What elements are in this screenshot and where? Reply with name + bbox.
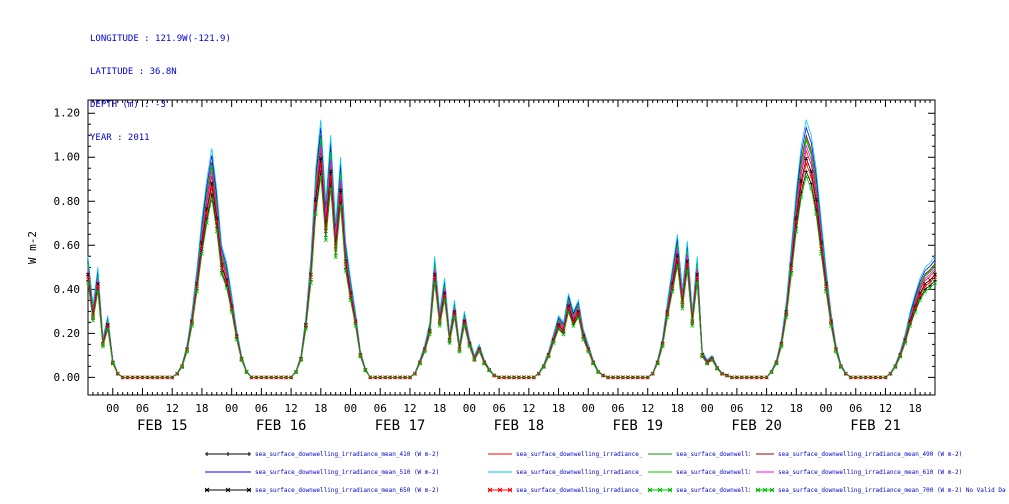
x-hour-tick-label: 06 — [255, 402, 268, 415]
x-hour-tick-label: 18 — [671, 402, 684, 415]
y-tick-label: 0.40 — [54, 283, 81, 296]
y-tick-label: 1.00 — [54, 151, 81, 164]
x-hour-tick-label: 12 — [522, 402, 535, 415]
legend-item-670: sea_surface_downwelling_irradiance_mean_… — [488, 484, 642, 496]
legend-line-sample-490 — [756, 453, 774, 455]
legend-label-550: sea_surface_downwelling_irradiance_mean_… — [516, 468, 642, 476]
legend-item-460: sea_surface_downwelling_irradiance_mean_… — [648, 448, 750, 460]
legend-item-700: sea_surface_downwelling_irradiance_mean_… — [756, 484, 1006, 496]
legend-item-490: sea_surface_downwelling_irradiance_mean_… — [756, 448, 1006, 460]
x-day-label: FEB 20 — [731, 418, 782, 434]
x-hour-tick-label: 12 — [879, 402, 892, 415]
legend-label-610: sea_surface_downwelling_irradiance_mean_… — [778, 468, 963, 476]
x-hour-tick-label: 00 — [225, 402, 238, 415]
x-hour-tick-label: 06 — [374, 402, 387, 415]
axis-ticks — [87, 100, 936, 395]
x-hour-tick-label: 06 — [492, 402, 505, 415]
legend-label-440: sea_surface_downwelling_irradiance_mean_… — [516, 450, 642, 458]
legend-line-sample-590 — [648, 471, 672, 473]
metadata-latitude: LATITUDE : 36.8N — [90, 67, 177, 77]
x-hour-tick-label: 12 — [166, 402, 179, 415]
legend-line-sample-440 — [488, 453, 512, 455]
series-markers-690 — [86, 174, 937, 375]
x-hour-tick-label: 00 — [463, 402, 476, 415]
y-tick-label: 1.20 — [54, 107, 81, 120]
x-hour-tick-label: 00 — [701, 402, 714, 415]
legend-label-690: sea_surface_downwelling_irradiance_mean_… — [676, 486, 750, 494]
y-tick-label: 0.20 — [54, 327, 81, 340]
x-day-label: FEB 15 — [137, 418, 188, 434]
metadata-header: LONGITUDE : 121.9W(-121.9) LATITUDE : 36… — [90, 12, 231, 166]
legend-line-sample-700 — [756, 487, 774, 493]
legend-label-490: sea_surface_downwelling_irradiance_mean_… — [778, 450, 963, 458]
legend-label-670: sea_surface_downwelling_irradiance_mean_… — [516, 486, 642, 494]
metadata-depth: DEPTH (m) : -3 — [90, 100, 166, 110]
legend-item-550: sea_surface_downwelling_irradiance_mean_… — [488, 466, 642, 478]
legend-line-sample-550 — [488, 471, 512, 473]
y-tick-label: 0.60 — [54, 239, 81, 252]
x-hour-tick-label: 18 — [909, 402, 922, 415]
legend-line-sample-410 — [205, 452, 251, 456]
legend-label-460: sea_surface_downwelling_irradiance_mean_… — [676, 450, 750, 458]
x-hour-tick-label: 18 — [552, 402, 565, 415]
x-hour-tick-label: 18 — [790, 402, 803, 415]
y-tick-label: 0.00 — [54, 371, 81, 384]
legend-label-410: sea_surface_downwelling_irradiance_mean_… — [255, 450, 440, 458]
legend-item-590: sea_surface_downwelling_irradiance_mean_… — [648, 466, 750, 478]
series-line-690 — [87, 175, 936, 378]
legend-line-sample-650 — [205, 487, 251, 493]
series-line-490 — [87, 133, 936, 378]
x-hour-tick-label: 12 — [403, 402, 416, 415]
series-markers-670 — [86, 161, 937, 380]
legend-item-690: sea_surface_downwelling_irradiance_mean_… — [648, 484, 750, 496]
legend-line-sample-610 — [756, 471, 774, 473]
x-hour-tick-label: 06 — [136, 402, 149, 415]
x-hour-tick-label: 18 — [195, 402, 208, 415]
x-day-label: FEB 21 — [850, 418, 901, 434]
x-day-label: FEB 19 — [613, 418, 664, 434]
legend-item-510: sea_surface_downwelling_irradiance_mean_… — [205, 466, 481, 478]
legend-item-410: sea_surface_downwelling_irradiance_mean_… — [205, 448, 481, 460]
legend-label-510: sea_surface_downwelling_irradiance_mean_… — [255, 468, 440, 476]
x-hour-tick-label: 00 — [582, 402, 595, 415]
series-line-550 — [87, 119, 936, 378]
legend-item-440: sea_surface_downwelling_irradiance_mean_… — [488, 448, 642, 460]
legend-line-sample-670 — [488, 487, 512, 493]
metadata-longitude: LONGITUDE : 121.9W(-121.9) — [90, 34, 231, 44]
x-hour-tick-label: 12 — [284, 402, 297, 415]
legend-line-sample-510 — [205, 471, 251, 473]
x-hour-tick-label: 00 — [819, 402, 832, 415]
y-tick-label: 0.80 — [54, 195, 81, 208]
legend-line-sample-460 — [648, 453, 672, 455]
legend-line-sample-690 — [648, 487, 672, 493]
x-day-label: FEB 18 — [494, 418, 545, 434]
plot-frame — [87, 99, 936, 396]
x-hour-tick-label: 12 — [641, 402, 654, 415]
metadata-year: YEAR : 2011 — [90, 133, 150, 143]
x-hour-tick-label: 06 — [849, 402, 862, 415]
x-hour-tick-label: 00 — [106, 402, 119, 415]
legend-label-650: sea_surface_downwelling_irradiance_mean_… — [255, 486, 440, 494]
legend-label-590: sea_surface_downwelling_irradiance_mean_… — [676, 468, 750, 476]
x-hour-tick-label: 12 — [760, 402, 773, 415]
legend-label-700: sea_surface_downwelling_irradiance_mean_… — [778, 486, 1006, 494]
x-hour-tick-label: 06 — [611, 402, 624, 415]
x-day-label: FEB 16 — [256, 418, 307, 434]
y-axis-title: W m-2 — [26, 231, 39, 264]
x-hour-tick-label: 18 — [314, 402, 327, 415]
legend: sea_surface_downwelling_irradiance_mean_… — [0, 440, 1009, 500]
x-hour-tick-label: 18 — [433, 402, 446, 415]
x-hour-tick-label: 06 — [730, 402, 743, 415]
x-hour-tick-label: 00 — [344, 402, 357, 415]
x-day-label: FEB 17 — [375, 418, 426, 434]
legend-item-650: sea_surface_downwelling_irradiance_mean_… — [205, 484, 481, 496]
legend-item-610: sea_surface_downwelling_irradiance_mean_… — [756, 466, 1006, 478]
